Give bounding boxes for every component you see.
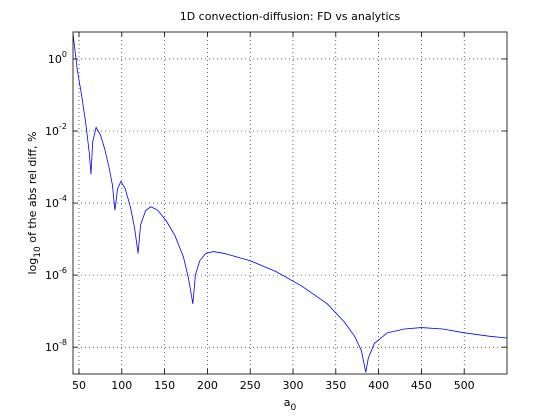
data-line [73, 33, 507, 373]
y-tick-label: 10-4 [45, 194, 67, 210]
axes-box [72, 31, 508, 375]
x-axis-label: a0 [284, 396, 297, 413]
x-tick-label: 250 [240, 379, 261, 392]
y-tick-label: 100 [48, 50, 67, 66]
x-tick-label: 50 [72, 379, 86, 392]
x-tick-label: 300 [282, 379, 303, 392]
y-tick-label: 10-6 [45, 266, 67, 282]
x-tick-label: 400 [368, 379, 389, 392]
y-axis-label-rest: of the abs rel diff, % [26, 132, 39, 247]
y-axis-label-sub: 10 [33, 246, 43, 258]
y-axis-label-main: log [26, 258, 39, 275]
x-tick-label: 200 [197, 379, 218, 392]
x-tick-label: 450 [411, 379, 432, 392]
chart-title: 1D convection-diffusion: FD vs analytics [180, 10, 401, 23]
x-axis-label-sub: 0 [291, 403, 297, 413]
x-tick-label: 500 [454, 379, 475, 392]
x-axis-label-main: a [284, 396, 291, 409]
y-axis-label: log10 of the abs rel diff, % [26, 132, 43, 275]
x-tick-label: 100 [111, 379, 132, 392]
y-tick-label: 10-8 [45, 338, 67, 354]
y-tick-label: 10-2 [45, 122, 67, 138]
x-tick-label: 150 [154, 379, 175, 392]
x-tick-label: 350 [325, 379, 346, 392]
